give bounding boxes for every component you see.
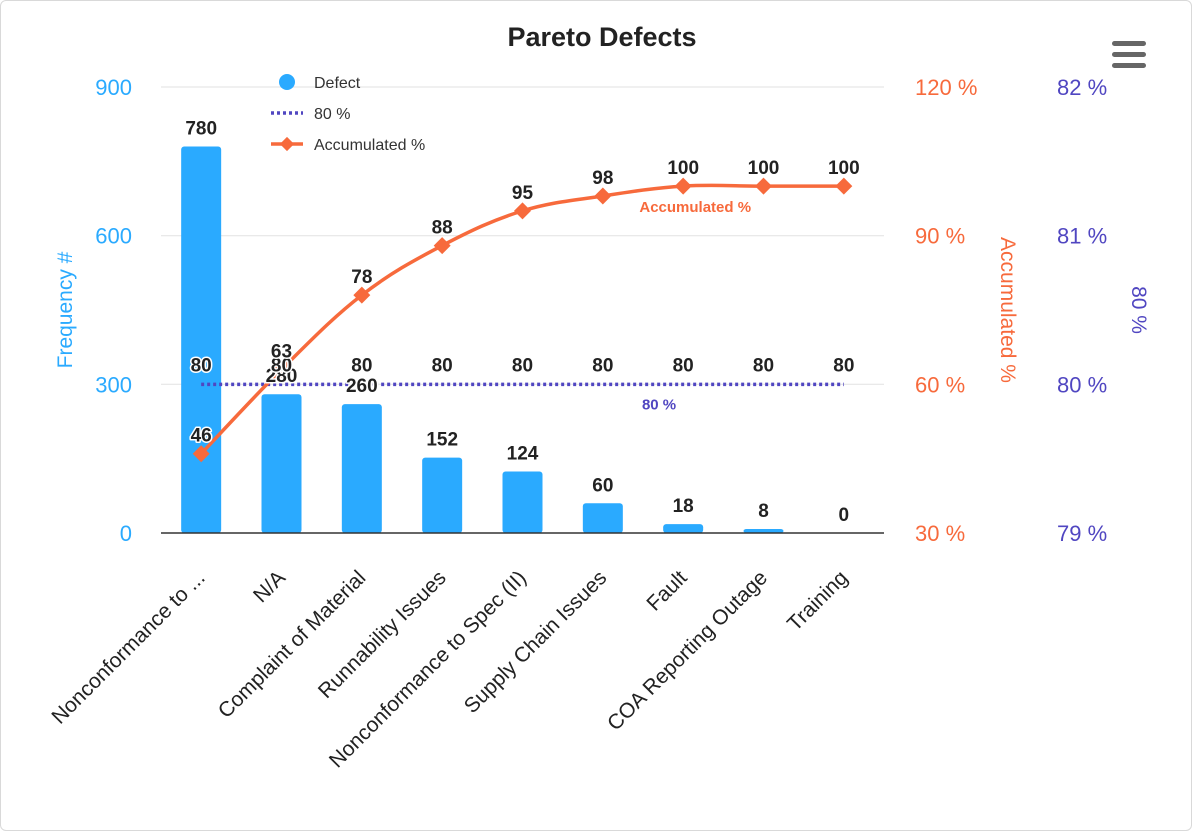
bar-defect[interactable] [422, 457, 463, 533]
right-axis-accumulated-tick-label: 120 % [915, 75, 977, 100]
right-axis-accumulated-tick-label: 60 % [915, 372, 965, 397]
x-tick-label: COA Reporting Outage [603, 566, 772, 735]
legend-label: Defect [314, 75, 361, 92]
right-axis-accumulated-tick-label: 90 % [915, 224, 965, 249]
accumulated-point[interactable] [674, 177, 692, 195]
x-tick-label: N/A [249, 566, 290, 607]
right-axis-80-tick-label: 82 % [1057, 75, 1107, 100]
right-axis-80-tick-label: 81 % [1057, 224, 1107, 249]
x-tick-label: Training [783, 566, 852, 635]
data-label-defect: 18 [673, 496, 694, 517]
grid-lines [161, 86, 884, 385]
bar-defect[interactable] [341, 404, 382, 533]
accumulated-point[interactable] [755, 177, 772, 195]
bar-defect[interactable] [181, 146, 222, 533]
data-label-accumulated: 95 [512, 183, 534, 204]
series-tag-80: 80 % [642, 396, 676, 413]
legend-symbol-defect [279, 74, 295, 90]
hamburger-menu-icon[interactable] [1101, 31, 1153, 77]
bar-defect[interactable] [582, 503, 623, 533]
bar-defect[interactable] [502, 471, 543, 533]
bar-series-defect [181, 146, 784, 533]
accumulated-point[interactable] [594, 187, 612, 205]
legend-item[interactable]: Defect [279, 74, 361, 92]
x-tick-label: Fault [642, 566, 691, 615]
right-axis-accumulated-title: Accumulated % [996, 237, 1019, 383]
data-label-80: 80 [432, 355, 453, 376]
data-label-accumulated: 100 [748, 158, 780, 179]
data-label-defect: 280 [266, 366, 298, 387]
data-label-80: 80 [833, 355, 854, 376]
left-axis-title: Frequency # [54, 251, 77, 368]
data-label-defect: 8 [758, 501, 769, 522]
legend-item[interactable]: 80 % [271, 106, 350, 123]
data-label-80: 80 [351, 355, 372, 376]
right-axis-80-title: 80 % [1127, 286, 1150, 334]
left-axis-tick-label: 900 [95, 75, 132, 100]
data-label-defect: 152 [426, 430, 458, 451]
series-tag-accumulated: Accumulated % [639, 199, 751, 216]
data-label-80: 80 [271, 355, 292, 376]
data-label-defect: 60 [592, 475, 613, 496]
left-axis-tick-label: 0 [120, 521, 132, 546]
data-label-accumulated: 100 [667, 158, 699, 179]
data-label-accumulated: 78 [351, 267, 372, 288]
data-label-accumulated: 46 [191, 426, 212, 447]
legend-symbol-accumulated-marker [279, 136, 295, 152]
left-axis-tick-label: 300 [95, 372, 132, 397]
accumulated-point[interactable] [433, 237, 451, 255]
data-label-accumulated: 63 [271, 341, 292, 362]
accumulated-point[interactable] [353, 286, 371, 304]
data-label-80: 80 [673, 355, 694, 376]
line-series-accumulated: Accumulated % [192, 177, 853, 463]
bar-defect[interactable] [663, 524, 704, 533]
right-axis-80-tick-label: 80 % [1057, 372, 1107, 397]
accumulated-point[interactable] [835, 177, 853, 195]
right-axis-80-tick-label: 79 % [1057, 521, 1107, 546]
data-label-80: 80 [753, 355, 774, 376]
legend-label: Accumulated % [314, 137, 425, 154]
bar-defect[interactable] [261, 394, 302, 533]
accumulated-point[interactable] [514, 202, 531, 220]
legend-item[interactable]: Accumulated % [271, 136, 425, 154]
data-label-defect: 124 [507, 444, 539, 465]
data-label-80: 80 [512, 355, 533, 376]
x-tick-label: Supply Chain Issues [460, 566, 612, 718]
data-label-accumulated: 98 [592, 168, 613, 189]
data-label-accumulated: 100 [828, 158, 860, 179]
data-label-accumulated: 88 [432, 218, 453, 239]
line-accumulated [199, 183, 844, 455]
data-label-80: 80 [592, 355, 613, 376]
chart-legend: Defect 80 % Accumulated % [271, 74, 425, 154]
accumulated-point[interactable] [192, 445, 210, 463]
left-axis-tick-label: 600 [95, 224, 132, 249]
accumulated-point[interactable] [273, 360, 290, 378]
line-series-80: 80 % [201, 382, 844, 413]
right-axis-accumulated-tick-label: 30 % [915, 521, 965, 546]
data-label-80: 80 [191, 355, 212, 376]
chart-title: Pareto Defects [507, 22, 696, 52]
data-label-defect: 780 [185, 118, 217, 139]
x-tick-label: Complaint of Material [214, 566, 371, 723]
x-tick-label: Nonconformance to ... [47, 566, 209, 728]
bar-defect[interactable] [743, 529, 784, 533]
data-label-defect: 260 [346, 376, 378, 397]
legend-label: 80 % [314, 106, 350, 123]
data-label-defect: 0 [839, 505, 850, 526]
